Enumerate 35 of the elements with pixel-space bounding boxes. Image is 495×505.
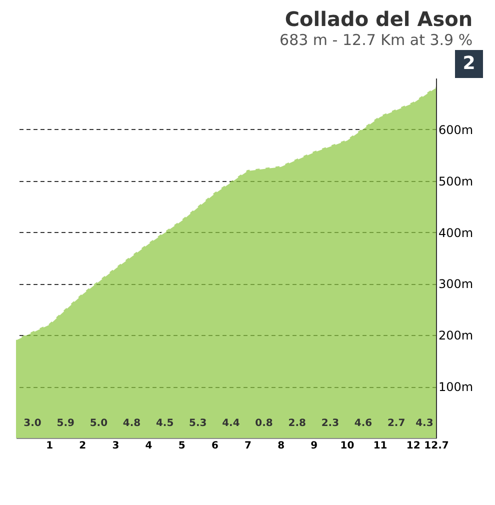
x-tick-label: 11 [373, 440, 388, 452]
x-tick-label: 9 [310, 440, 318, 452]
annotation: 4.8 [122, 418, 141, 429]
chart-title: Collado del Ason [284, 7, 473, 31]
annotation: 2.8 [288, 418, 306, 429]
x-tick-label: 2 [79, 440, 86, 452]
category-badge: 2 [455, 50, 483, 78]
annotation: 4.6 [354, 418, 372, 429]
x-tick-label: 8 [278, 440, 285, 452]
annotation: 4.3 [416, 418, 434, 429]
y-tick-label: 600m [438, 122, 474, 137]
annotation: 5.3 [189, 418, 207, 429]
x-tick-label: 3 [112, 440, 120, 452]
x-tick-label: 4 [145, 440, 152, 452]
annotation: 0.8 [255, 418, 273, 429]
annotation: 2.3 [321, 418, 340, 429]
annotation: 3.0 [24, 418, 42, 429]
annotation: 2.7 [387, 418, 406, 429]
y-tick-label: 200m [438, 328, 474, 343]
y-tick-label: 500m [438, 174, 474, 188]
annotation: 5.9 [56, 418, 75, 429]
x-tick-label: 10 [340, 440, 354, 452]
x-tick-label: 12 [406, 440, 420, 452]
y-tick-label: 100m [438, 380, 474, 394]
annotation: 4.5 [156, 418, 174, 429]
annotation: 4.4 [222, 418, 240, 429]
annotation: 5.0 [90, 418, 108, 429]
x-tick-label: 12.7 [424, 440, 449, 452]
x-tick-label: 6 [211, 440, 218, 452]
y-tick-label: 400m [438, 226, 474, 240]
x-tick-label: 1 [46, 440, 54, 452]
x-tick-label: 5 [178, 440, 186, 452]
chart-subtitle: 683 m - 12.7 Km at 3.9 % [280, 31, 473, 49]
x-tick-label: 7 [244, 440, 252, 452]
y-tick-label: 300m [438, 277, 474, 292]
